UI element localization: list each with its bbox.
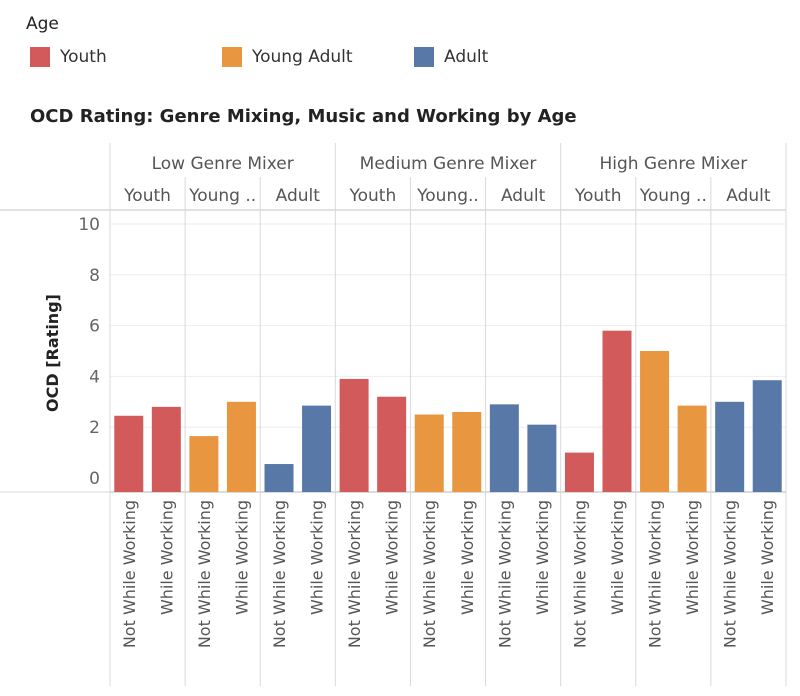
group-header: Low Genre Mixer (152, 154, 294, 174)
x-tick-label: While Working (683, 500, 702, 615)
bar[interactable] (114, 415, 144, 492)
x-tick-label: Not While Working (195, 500, 214, 648)
legend-title: Age (26, 14, 59, 34)
legend-swatch-young-adult (222, 47, 242, 67)
group-header: Medium Genre Mixer (360, 154, 537, 174)
x-tick-label: While Working (232, 500, 251, 615)
bar[interactable] (377, 396, 407, 492)
x-tick-label: While Working (608, 500, 627, 615)
legend-label-adult: Adult (444, 47, 489, 67)
y-tick-label: 6 (89, 317, 100, 337)
legend-item-adult[interactable]: Adult (414, 46, 488, 68)
y-tick-label: 2 (89, 418, 100, 438)
x-tick-label: Not While Working (345, 500, 364, 648)
x-tick-label: Not While Working (270, 500, 289, 648)
subgroup-header: Young.. (416, 186, 479, 206)
x-tick-label: While Working (758, 500, 777, 615)
x-tick-label: Not While Working (120, 500, 139, 648)
x-tick-label: While Working (458, 500, 477, 615)
subgroup-header: Adult (726, 186, 771, 206)
y-axis-label: OCD [Rating] (43, 294, 62, 412)
group-header: High Genre Mixer (599, 154, 747, 174)
bar[interactable] (302, 405, 332, 492)
x-tick-label: Not While Working (495, 500, 514, 648)
subgroup-header: Adult (276, 186, 321, 206)
bar[interactable] (264, 464, 294, 492)
bar[interactable] (564, 452, 594, 492)
bar[interactable] (602, 330, 632, 492)
bar[interactable] (339, 378, 369, 492)
bar[interactable] (677, 405, 707, 492)
x-tick-label: Not While Working (646, 500, 665, 648)
y-tick-label: 0 (89, 469, 100, 489)
bar[interactable] (226, 401, 256, 492)
subgroup-header: Adult (501, 186, 546, 206)
bar[interactable] (151, 406, 181, 492)
y-tick-label: 10 (78, 215, 100, 235)
x-tick-label: While Working (533, 500, 552, 615)
legend-swatch-adult (414, 47, 434, 67)
subgroup-header: Youth (349, 186, 397, 206)
subgroup-header: Youth (574, 186, 622, 206)
legend-item-young-adult[interactable]: Young Adult (222, 46, 353, 68)
bar[interactable] (414, 414, 444, 493)
legend-item-youth[interactable]: Youth (30, 46, 107, 68)
subgroup-header: Youth (123, 186, 171, 206)
bar[interactable] (189, 436, 219, 492)
subgroup-header: Young .. (639, 186, 707, 206)
bar[interactable] (640, 351, 670, 492)
legend-label-youth: Youth (60, 47, 107, 67)
x-tick-label: Not While Working (570, 500, 589, 648)
x-tick-label: Not While Working (420, 500, 439, 648)
subgroup-header: Young .. (188, 186, 256, 206)
x-tick-label: While Working (308, 500, 327, 615)
y-tick-label: 8 (89, 266, 100, 286)
legend-label-young-adult: Young Adult (252, 47, 353, 67)
bar[interactable] (452, 411, 482, 492)
x-tick-label: While Working (157, 500, 176, 615)
x-tick-label: Not While Working (721, 500, 740, 648)
bar[interactable] (489, 404, 519, 492)
y-tick-label: 4 (89, 367, 100, 387)
bar[interactable] (715, 401, 745, 492)
bar[interactable] (752, 380, 782, 492)
x-tick-label: While Working (383, 500, 402, 615)
chart-title: OCD Rating: Genre Mixing, Music and Work… (30, 106, 577, 127)
legend-swatch-youth (30, 47, 50, 67)
bar[interactable] (527, 424, 557, 492)
